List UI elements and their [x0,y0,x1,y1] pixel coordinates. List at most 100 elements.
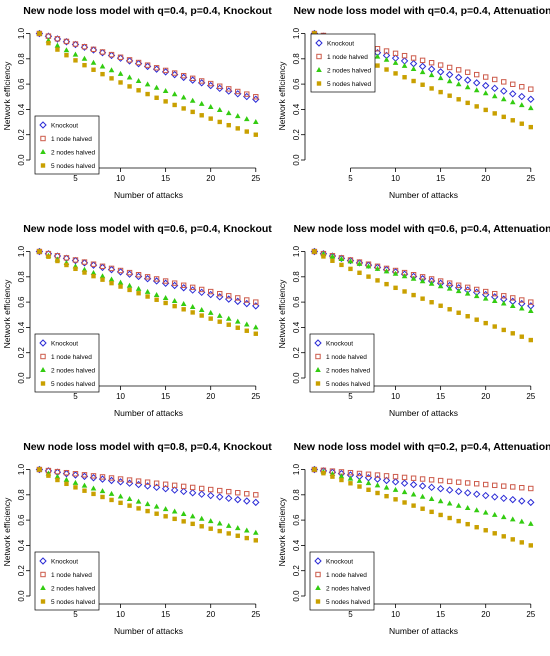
data-point [190,310,195,315]
chart-title: New node loss model with q=0.4, p=0.4, K… [23,5,272,17]
x-tick-label: 20 [481,610,490,619]
data-point [464,505,471,511]
data-point [252,302,260,310]
data-point [208,486,214,493]
y-tick-label: 0.0 [292,590,301,602]
legend: Knockout 1 node halved 2 nodes halved 5 nod… [310,33,376,93]
data-point [217,83,223,89]
legend-label: 5 nodes halved [327,81,371,88]
data-point [117,279,124,285]
data-point [482,295,489,301]
data-point [446,280,453,286]
legend-label: 2 nodes halved [51,367,95,374]
data-point [144,62,151,68]
data-point [409,480,418,489]
data-point [145,508,150,514]
data-point [428,495,435,501]
y-axis-label: Network efficiency [277,61,287,131]
y-tick-label: 0.8 [292,489,301,501]
data-point [446,78,453,84]
data-point [99,488,106,494]
data-point [492,290,498,297]
chart-svg: New node loss model with q=0.8, p=0.4, K… [2,441,272,636]
data-point [54,36,61,42]
data-point [188,489,197,497]
data-point [162,295,169,301]
data-point [518,102,525,108]
data-point [154,297,159,302]
chart-panel-4: New node loss model with q=0.6, p=0.4, A… [275,218,550,436]
data-point [510,331,515,336]
data-point [492,111,497,116]
chart-title: New node loss model with q=0.2, p=0.4, A… [293,441,550,453]
series-one-node-halved [311,466,534,492]
data-point [391,478,400,486]
data-point [217,290,223,297]
data-point [118,500,123,506]
data-point [347,475,354,481]
x-tick-label: 15 [161,174,170,183]
data-point [81,472,88,478]
data-point [117,476,124,482]
data-point [464,284,471,291]
data-point [357,270,362,275]
data-point [55,477,60,483]
data-point [199,313,204,318]
data-point [90,59,97,65]
y-tick-label: 0.0 [17,590,26,602]
data-point [427,65,436,73]
data-point [91,67,96,72]
data-point [243,116,250,122]
x-tick-label: 15 [436,174,445,183]
legend-marker [316,81,322,86]
data-point [428,477,435,483]
data-point [527,520,534,526]
data-point [473,481,480,487]
legend-label: Knockout [327,40,354,47]
data-point [63,469,70,476]
data-point [199,113,204,118]
legend-label: Knockout [51,340,78,347]
data-point [501,293,507,299]
legend-marker [39,339,47,347]
data-point [46,40,51,46]
data-point [419,493,426,499]
data-point [411,503,416,508]
data-point [437,498,444,504]
data-point [244,297,250,303]
data-point [428,72,435,78]
data-point [126,269,133,276]
series-knockout [310,465,535,507]
data-point [383,56,390,62]
chart-title: New node loss model with q=0.4, p=0.4, A… [293,5,550,17]
data-point [455,67,462,73]
data-point [64,262,69,268]
data-point [162,278,169,284]
data-point [401,474,408,481]
chart-svg: New node loss model with q=0.6, p=0.4, K… [2,223,272,418]
legend-marker [40,353,46,360]
data-point [216,107,223,113]
data-point [373,475,382,483]
data-point [501,534,506,539]
data-point [90,46,97,53]
data-point [81,482,88,488]
data-point [392,59,399,65]
data-point [500,96,507,102]
data-point [483,481,489,488]
y-axis-label: Network efficiency [2,61,12,131]
legend-marker [315,571,321,578]
data-point [446,500,453,506]
x-axis-label: Number of attacks [389,626,458,636]
y-tick-label: 0.6 [17,296,26,308]
data-point [411,292,416,298]
y-axis-label: Network efficiency [277,279,287,349]
y-tick-label: 0.8 [17,489,26,501]
data-point [153,65,160,71]
data-point [454,73,463,82]
data-point [519,121,524,126]
data-point [473,293,480,299]
data-point [455,282,462,288]
data-point [216,493,224,501]
data-point [509,495,517,504]
